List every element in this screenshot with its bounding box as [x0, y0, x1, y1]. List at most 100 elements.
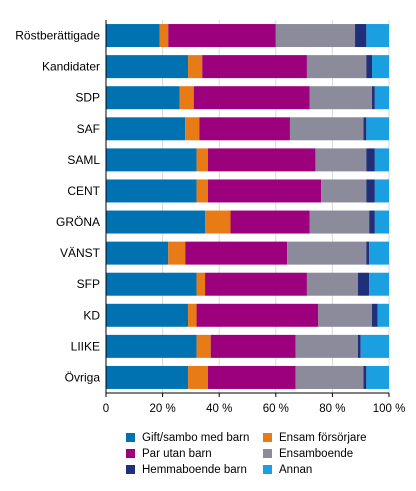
bar-segment-grona-annan: [374, 210, 389, 234]
bar-segment-cent-ensamboende: [321, 179, 367, 203]
bar-segment-liike-gift-sambo-med-barn: [106, 334, 197, 358]
bar-segment-saml-par-utan-barn: [207, 148, 316, 172]
bar-segment-rostberattigade-hemmaboende-barn: [355, 24, 367, 48]
x-tick-label: 60 %: [263, 403, 289, 415]
legend: Gift/sambo med barn Ensam försörjare Par u…: [126, 432, 367, 476]
bar-segment-kd-ensam-forsorjare: [188, 303, 197, 327]
bar-segment-saf-ensamboende: [289, 117, 364, 141]
bar-segment-sfp-gift-sambo-med-barn: [106, 272, 197, 296]
bar-segment-ovriga-ensamboende: [295, 365, 364, 389]
category-label-grona: GRÖNA: [56, 215, 100, 229]
bar-segment-sdp-ensamboende: [309, 86, 373, 110]
bar-segment-kd-ensamboende: [318, 303, 373, 327]
bar-segment-sfp-par-utan-barn: [205, 272, 307, 296]
bar-segment-cent-hemmaboende-barn: [366, 179, 375, 203]
legend-swatch-ensam-forsorjare: [263, 433, 272, 442]
bar-segment-rostberattigade-gift-sambo-med-barn: [106, 24, 160, 48]
bar-segment-sdp-gift-sambo-med-barn: [106, 86, 180, 110]
bar-segment-liike-ensam-forsorjare: [196, 334, 211, 358]
bar-segment-liike-par-utan-barn: [210, 334, 296, 358]
bar-segment-saml-hemmaboende-barn: [366, 148, 375, 172]
x-tick-label: 0: [103, 403, 109, 415]
x-tick-label: 80 %: [319, 403, 345, 415]
category-label-sdp: SDP: [75, 91, 100, 105]
bar-segment-kd-annan: [377, 303, 389, 327]
legend-label-ensam-forsorjare: Ensam försörjare: [279, 432, 367, 444]
category-label-rostberattigade: Röstberättigade: [15, 29, 100, 43]
bar-segment-sdp-ensam-forsorjare: [179, 86, 194, 110]
bar-segment-rostberattigade-annan: [366, 24, 389, 48]
category-label-kandidater: Kandidater: [42, 60, 100, 74]
bar-segment-kd-hemmaboende-barn: [372, 303, 378, 327]
grid-lines: [162, 20, 390, 393]
legend-swatch-gift-sambo-med-barn: [126, 433, 135, 442]
bar-segment-kandidater-annan: [372, 55, 389, 79]
bar-segment-ovriga-par-utan-barn: [207, 365, 296, 389]
category-label-ovriga: Övriga: [65, 370, 101, 384]
bar-segment-ovriga-gift-sambo-med-barn: [106, 365, 189, 389]
legend-label-hemmaboende-barn: Hemmaboende barn: [142, 464, 247, 476]
bar-segment-cent-gift-sambo-med-barn: [106, 179, 197, 203]
category-label-saml: SAML: [67, 153, 100, 167]
bar-segment-ovriga-ensam-forsorjare: [188, 365, 208, 389]
legend-label-gift-sambo-med-barn: Gift/sambo med barn: [142, 432, 249, 444]
legend-swatch-hemmaboende-barn: [126, 465, 135, 474]
bar-segment-kd-par-utan-barn: [196, 303, 319, 327]
category-label-cent: CENT: [67, 184, 100, 198]
bar-segment-saf-gift-sambo-med-barn: [106, 117, 186, 141]
category-label-liike: LIIKE: [71, 339, 100, 353]
x-tick-label: 40 %: [206, 403, 232, 415]
bar-segment-vanst-gift-sambo-med-barn: [106, 241, 169, 265]
bar-segment-kandidater-par-utan-barn: [202, 55, 307, 79]
bar-segment-rostberattigade-ensamboende: [275, 24, 356, 48]
bar-segment-saml-ensam-forsorjare: [196, 148, 208, 172]
bar-segment-kandidater-hemmaboende-barn: [366, 55, 373, 79]
bar-segment-grona-ensamboende: [309, 210, 370, 234]
bar-segment-saf-annan: [366, 117, 389, 141]
bar-segment-vanst-ensamboende: [287, 241, 367, 265]
bar-segment-vanst-par-utan-barn: [185, 241, 288, 265]
bar-segment-saf-hemmaboende-barn: [363, 117, 367, 141]
bar-segment-sdp-par-utan-barn: [193, 86, 310, 110]
bar-segment-kandidater-ensamboende: [306, 55, 367, 79]
bar-segment-saf-ensam-forsorjare: [185, 117, 200, 141]
bar-segment-sdp-annan: [374, 86, 389, 110]
bar-segment-grona-par-utan-barn: [230, 210, 310, 234]
legend-label-par-utan-barn: Par utan barn: [142, 448, 212, 460]
bar-segment-rostberattigade-ensam-forsorjare: [159, 24, 169, 48]
bar-segment-rostberattigade-par-utan-barn: [168, 24, 276, 48]
bar-segment-kandidater-ensam-forsorjare: [188, 55, 203, 79]
bar-segment-vanst-ensam-forsorjare: [168, 241, 186, 265]
bar-segment-ovriga-annan: [366, 365, 389, 389]
bar-segment-ovriga-hemmaboende-barn: [363, 365, 367, 389]
bar-segment-sfp-hemmaboende-barn: [357, 272, 370, 296]
bar-segment-sdp-hemmaboende-barn: [372, 86, 375, 110]
category-labels: Röstberättigade Kandidater SDP SAF SAML CENT G…: [15, 29, 100, 385]
legend-label-annan: Annan: [279, 464, 312, 476]
bar-segment-saf-par-utan-barn: [199, 117, 290, 141]
x-axis: 0 20 % 40 % 60 % 80 % 100 %: [103, 20, 406, 415]
bar-segment-cent-annan: [374, 179, 389, 203]
bar-segment-sfp-ensam-forsorjare: [196, 272, 206, 296]
legend-swatch-par-utan-barn: [126, 449, 135, 458]
x-tick-label: 100 %: [373, 403, 406, 415]
bars: [106, 24, 389, 389]
legend-label-ensamboende: Ensamboende: [279, 448, 353, 460]
bar-segment-liike-ensamboende: [295, 334, 358, 358]
bar-segment-vanst-hemmaboende-barn: [366, 241, 370, 265]
bar-segment-cent-ensam-forsorjare: [196, 179, 208, 203]
bar-segment-vanst-annan: [369, 241, 389, 265]
x-tick-label: 20 %: [149, 403, 175, 415]
category-label-sfp: SFP: [77, 277, 100, 291]
legend-swatch-ensamboende: [263, 449, 272, 458]
bar-segment-grona-hemmaboende-barn: [369, 210, 375, 234]
bar-segment-saml-gift-sambo-med-barn: [106, 148, 197, 172]
bar-segment-grona-ensam-forsorjare: [205, 210, 231, 234]
bar-segment-liike-annan: [360, 334, 389, 358]
bar-segment-liike-hemmaboende-barn: [357, 334, 361, 358]
bar-segment-sfp-annan: [369, 272, 389, 296]
category-label-vanst: VÄNST: [60, 246, 101, 260]
category-label-saf: SAF: [77, 122, 100, 136]
bar-segment-kandidater-gift-sambo-med-barn: [106, 55, 189, 79]
